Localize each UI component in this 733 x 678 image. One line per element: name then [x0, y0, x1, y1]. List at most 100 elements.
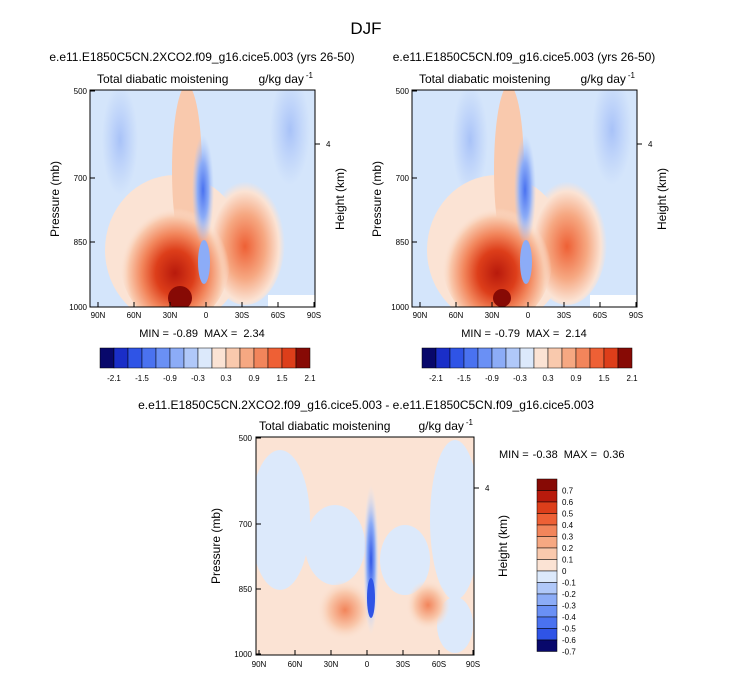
x-tick-label: 30S — [557, 311, 571, 320]
panel-title: e.e11.E1850C5CN.f09_g16.cice5.003 (yrs 2… — [393, 50, 656, 64]
colorbar-label: 0.7 — [562, 487, 574, 496]
y-tick: 1000 — [69, 303, 95, 312]
x-tick-label: 30N — [163, 311, 178, 320]
colorbar-swatch — [435, 347, 451, 369]
colorbar-swatch — [141, 347, 157, 369]
y-axis: 500 700 850 1000 4 — [234, 434, 490, 659]
y-tick: 850 — [239, 585, 261, 594]
x-tick-label: 60N — [127, 311, 142, 320]
pos-region-sh-lower — [406, 580, 450, 630]
colorbar-swatch — [155, 347, 171, 369]
colorbar-swatch — [211, 347, 227, 369]
x-tick-label: 60S — [271, 311, 285, 320]
right-axis-label: Height (km) — [333, 168, 347, 230]
colorbar-label: -0.4 — [562, 613, 576, 622]
y-tick-label: 1000 — [391, 303, 409, 312]
colorbar-swatch — [536, 536, 558, 549]
y-tick-label: 1000 — [69, 303, 87, 312]
y-tick: 700 — [396, 174, 417, 183]
x-axis: 90N 60N 30N 0 30S 60S 90S — [252, 650, 480, 669]
min-max-label: MIN = -0.79 MAX = 2.14 — [461, 328, 586, 340]
x-axis: 90N 60N 30N 0 30S 60S 90S — [413, 302, 643, 320]
x-tick: 60N — [288, 650, 303, 669]
neg-region-sh-upper — [430, 440, 474, 600]
x-tick: 90N — [413, 302, 428, 320]
colorbar-swatch — [536, 547, 558, 560]
neg-region-sh — [592, 90, 632, 185]
x-tick: 0 — [204, 302, 209, 320]
colorbar-label: 0 — [562, 567, 567, 576]
colorbar-swatch — [536, 639, 558, 652]
x-tick: 30S — [557, 302, 571, 320]
colorbar-swatch — [253, 347, 269, 369]
panel-left-label: Total diabatic moistening — [259, 419, 390, 433]
panel-top-left: e.e11.E1850C5CN.2XCO2.f09_g16.cice5.003 … — [48, 50, 355, 383]
x-tick: 60S — [271, 302, 285, 320]
x-tick: 60N — [449, 302, 464, 320]
masked-region — [590, 295, 637, 307]
units-superscript: -1 — [466, 418, 474, 427]
x-tick-label: 30S — [396, 660, 410, 669]
colorbar-swatch — [225, 347, 241, 369]
colorbar-swatch — [589, 347, 605, 369]
colorbar-swatch — [536, 524, 558, 537]
colorbar-label: 0.6 — [562, 498, 574, 507]
x-tick: 30N — [485, 302, 500, 320]
y-tick: 700 — [74, 174, 95, 183]
neg-region-nh — [102, 90, 138, 195]
neg-region-equator — [192, 135, 214, 245]
colorbar-swatch — [561, 347, 577, 369]
neg-region-equator-core — [367, 578, 375, 618]
colorbar-label: -0.9 — [163, 374, 177, 383]
max-text: MAX = — [564, 449, 597, 461]
colorbar-label: -1.5 — [457, 374, 471, 383]
units-text: g/kg day — [419, 419, 464, 433]
y-tick-label: 1000 — [234, 650, 252, 659]
right-y-tick: 4 — [474, 484, 490, 493]
neg-region-equator — [363, 485, 379, 635]
contour-field — [90, 90, 315, 307]
colorbar-swatch — [533, 347, 549, 369]
y-tick-label: 850 — [74, 238, 88, 247]
masked-region — [268, 295, 315, 307]
colorbar-swatch — [113, 347, 129, 369]
plot-frame — [255, 436, 475, 656]
colorbar-label: -0.3 — [562, 602, 576, 611]
x-tick-label: 60S — [432, 660, 446, 669]
colorbar-label: 0.3 — [562, 533, 574, 542]
colorbar-label: -0.9 — [485, 374, 499, 383]
colorbar-swatch — [603, 347, 619, 369]
min-text: MIN = — [499, 449, 529, 461]
colorbar-swatch — [463, 347, 479, 369]
max-text: MAX = — [204, 328, 237, 340]
colorbar-label: 0.9 — [248, 374, 260, 383]
y-tick-label: 500 — [239, 434, 253, 443]
pos-region-peak — [493, 289, 511, 307]
right-y-tick: 4 — [637, 140, 653, 149]
min-value: -0.79 — [495, 328, 520, 340]
x-tick-label: 30N — [485, 311, 500, 320]
x-tick: 60S — [432, 650, 446, 669]
colorbar-label: -2.1 — [429, 374, 443, 383]
colorbar-swatch — [491, 347, 507, 369]
right-axis-label: Height (km) — [496, 515, 510, 577]
x-tick-label: 0 — [204, 311, 209, 320]
colorbar-swatch — [536, 559, 558, 572]
y-tick-label: 500 — [396, 87, 410, 96]
panel-top-right: e.e11.E1850C5CN.f09_g16.cice5.003 (yrs 2… — [370, 50, 669, 383]
x-tick-label: 90S — [307, 311, 321, 320]
x-tick-label: 90S — [629, 311, 643, 320]
colorbar-label: -0.1 — [562, 579, 576, 588]
x-tick-label: 60N — [288, 660, 303, 669]
colorbar-swatch — [183, 347, 199, 369]
x-tick: 30S — [396, 650, 410, 669]
y-axis-label: Pressure (mb) — [370, 161, 384, 237]
colorbar-swatch — [536, 490, 558, 503]
right-y-tick-label: 4 — [326, 140, 331, 149]
colorbar-label: -1.5 — [135, 374, 149, 383]
units-text: g/kg day — [259, 72, 304, 86]
right-y-tick: 4 — [315, 140, 331, 149]
x-tick-label: 0 — [526, 311, 531, 320]
x-tick: 60N — [127, 302, 142, 320]
